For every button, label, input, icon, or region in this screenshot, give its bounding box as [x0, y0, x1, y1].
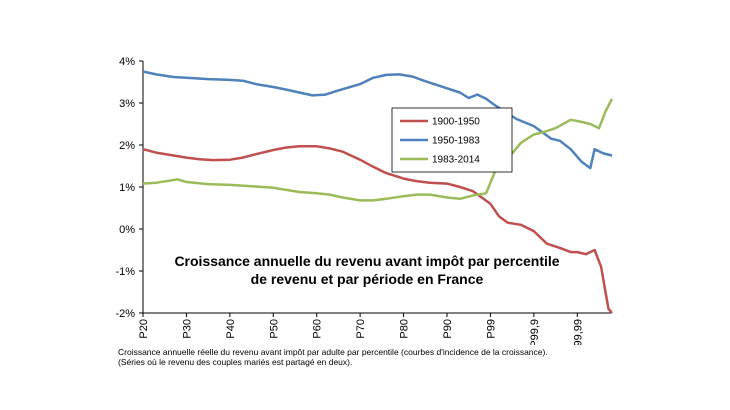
- series-line-1950-1983: [142, 70, 613, 170]
- chart-caption: Croissance annuelle réelle du revenu ava…: [118, 347, 678, 367]
- chart-title-line-2: de revenu et par période en France: [251, 271, 484, 287]
- caption-line-1: Croissance annuelle réelle du revenu ava…: [118, 347, 548, 357]
- x-tick-label: P50: [268, 319, 280, 339]
- chart-title-line-1: Croissance annuelle du revenu avant impô…: [174, 253, 559, 269]
- caption-line-2: (Séries où le revenu des couples mariés …: [118, 357, 353, 367]
- y-tick-label: 1%: [119, 182, 135, 194]
- x-tick-label: P40: [225, 319, 237, 339]
- series-group: [142, 70, 614, 314]
- legend-label: 1950-1983: [432, 136, 480, 147]
- x-tick-label: P99: [485, 319, 497, 339]
- chart: -2% -1% 0% 1% 2% 3% 4% P20 P30 P40 P50 P60 P70 P80 P9…: [115, 56, 614, 345]
- y-tick-label: 0%: [119, 224, 135, 236]
- y-tick-label: 2%: [119, 140, 135, 152]
- series-line-1983-2014: [142, 98, 614, 202]
- legend-label: 1900-1950: [432, 117, 480, 128]
- x-tick-label: P30: [181, 319, 193, 339]
- y-tick-label: -2%: [115, 308, 135, 320]
- x-tick-label: P99,9: [529, 319, 541, 345]
- x-ticks: P20 P30 P40 P50 P60 P70 P80 P90 P99 P99,9 P99,99: [138, 313, 584, 345]
- x-tick-label: P80: [399, 319, 411, 339]
- x-tick-label: P90: [442, 319, 454, 339]
- x-tick-label: P70: [355, 319, 367, 339]
- legend-label: 1983-2014: [432, 155, 480, 166]
- x-tick-label: P20: [138, 319, 150, 339]
- series-line-1900-1950: [142, 145, 613, 314]
- y-tick-label: 3%: [119, 98, 135, 110]
- chart-title: Croissance annuelle du revenu avant impô…: [174, 253, 559, 287]
- y-ticks: -2% -1% 0% 1% 2% 3% 4%: [115, 56, 143, 320]
- y-tick-label: 4%: [119, 56, 135, 68]
- x-tick-label: P60: [312, 319, 324, 339]
- y-tick-label: -1%: [115, 266, 135, 278]
- legend: 1900-1950 1950-1983 1983-2014: [391, 107, 513, 173]
- x-tick-label: P99,99: [572, 319, 584, 345]
